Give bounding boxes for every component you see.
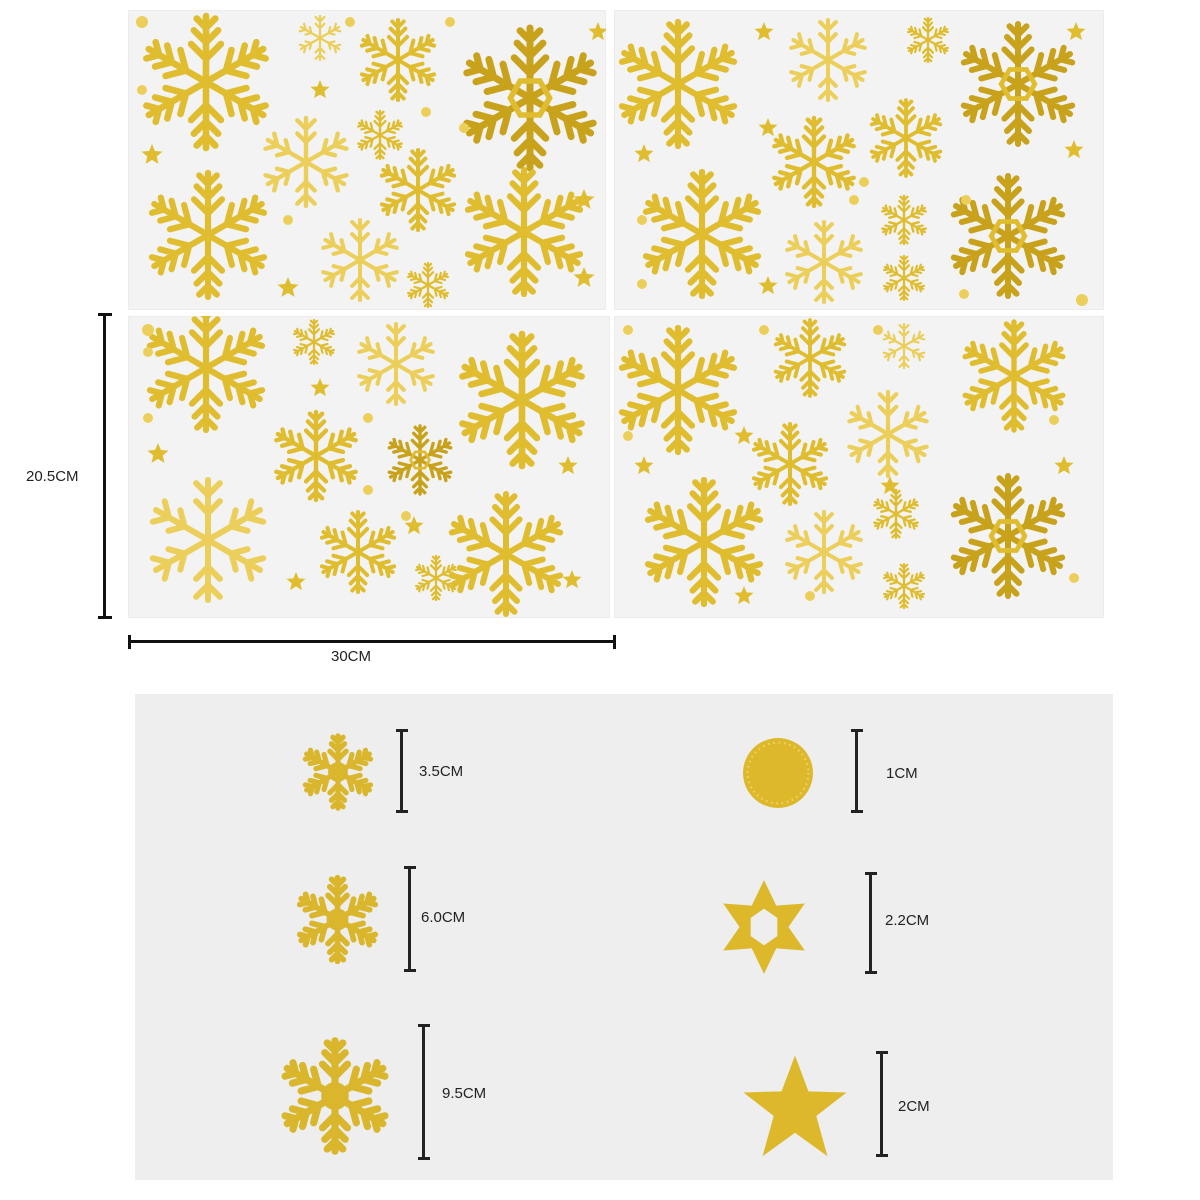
sticker-sheet-3 <box>128 316 610 618</box>
size-label-2cm: 2CM <box>898 1098 930 1115</box>
legend-item-hexagram: 2.2CM <box>713 872 973 982</box>
height-label: 20.5CM <box>26 468 79 485</box>
legend-item-five-point-star: 2CM <box>735 1051 975 1161</box>
snowflake-small-icon <box>302 733 374 811</box>
width-dimension-line <box>128 635 616 649</box>
sticker-sheet-1 <box>128 10 606 310</box>
five-point-star-icon <box>743 1055 847 1157</box>
size-legend: 3.5CM 6.0CM 9.5CM 1CM 2.2CM 2CM <box>135 694 1113 1180</box>
height-dimension-line <box>98 313 112 619</box>
legend-item-dot: 1CM <box>740 729 940 819</box>
size-label-9-5cm: 9.5CM <box>442 1085 487 1102</box>
size-label-2-2cm: 2.2CM <box>885 912 930 929</box>
size-label-6-0cm: 6.0CM <box>421 909 466 926</box>
legend-item-snowflake-medium: 6.0CM <box>290 866 490 976</box>
width-label: 30CM <box>331 648 372 665</box>
legend-item-snowflake-large: 9.5CM <box>275 1024 515 1164</box>
sticker-sheet-4 <box>614 316 1104 618</box>
snowflake-large-icon <box>281 1037 389 1155</box>
size-label-1cm: 1CM <box>886 765 918 782</box>
sticker-sheet-2 <box>614 10 1104 310</box>
hexagram-star-icon <box>723 880 805 974</box>
legend-item-snowflake-small: 3.5CM <box>295 729 495 819</box>
snowflake-medium-icon <box>296 874 379 965</box>
size-label-3-5cm: 3.5CM <box>419 763 464 780</box>
dot-icon <box>743 738 813 808</box>
